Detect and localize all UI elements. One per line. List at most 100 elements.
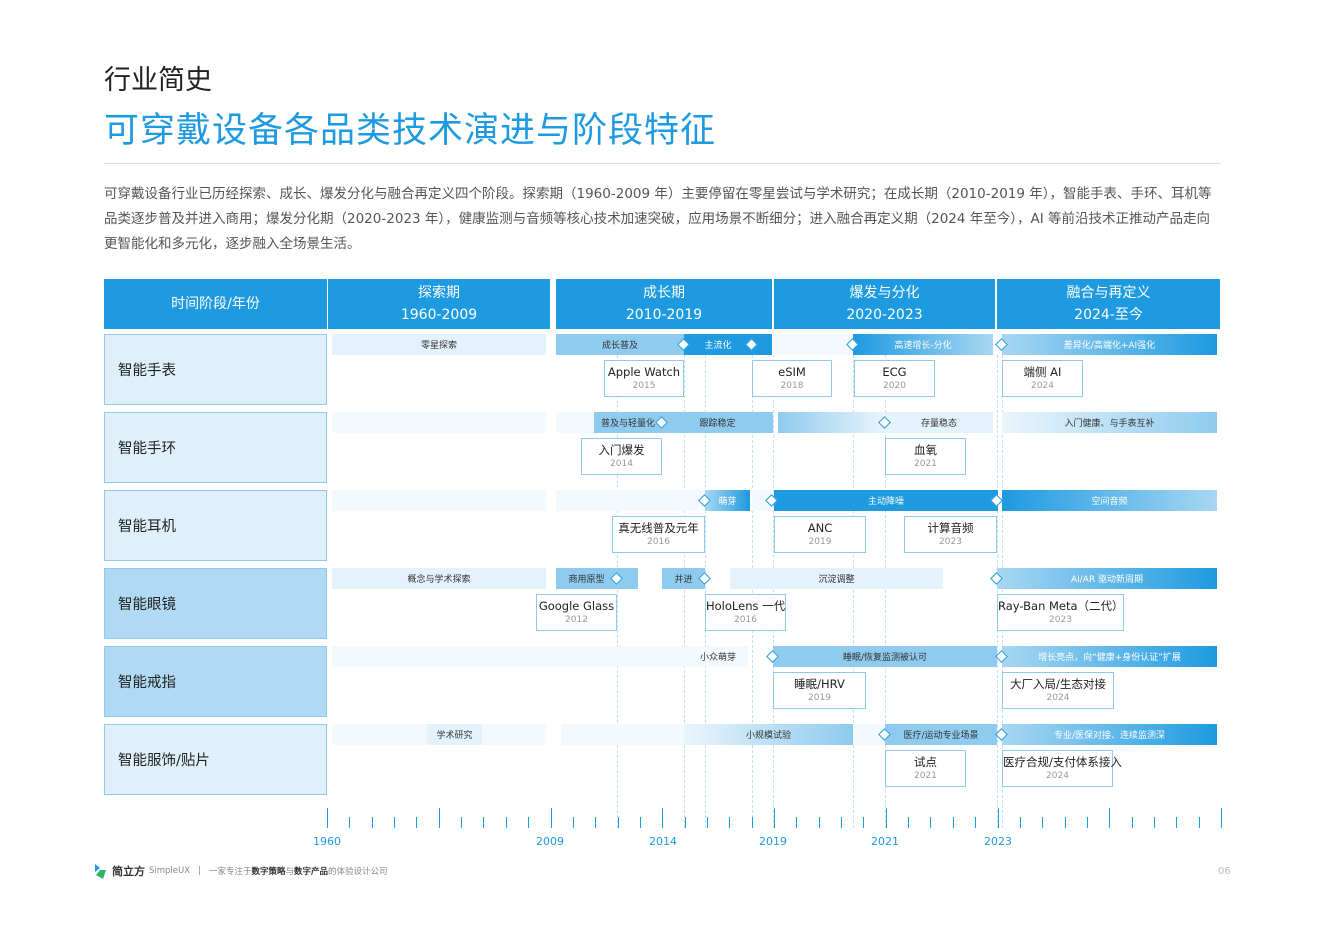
milestone-year: 2015 (632, 381, 656, 391)
row-label: 智能手环 (104, 412, 327, 483)
stage-bar: 睡眠/恢复监测被认可 (773, 646, 997, 667)
stage-bar: 存量稳态 (885, 412, 993, 433)
stage-bar: 差异化/高端化+AI强化 (1002, 334, 1217, 355)
guide-line (684, 355, 685, 828)
milestone-title: Apple Watch (607, 365, 681, 379)
guide-line (853, 355, 854, 828)
phase-header: 爆发与分化 2020-2023 (774, 279, 995, 329)
stage-bar: 空间音频 (1002, 490, 1217, 511)
stage-bar: 学术研究 (427, 724, 482, 745)
axis-tick (930, 817, 932, 828)
axis-tick (885, 808, 887, 828)
milestone-year: 2020 (883, 381, 906, 391)
milestone-title: 试点 (914, 755, 937, 769)
milestone-title: HoloLens 一代 (706, 599, 786, 613)
axis-tick (1019, 817, 1021, 828)
milestone-card: 试点 2021 (885, 750, 966, 787)
stage-bar: 零星探索 (332, 334, 546, 355)
row-label: 智能服饰/贴片 (104, 724, 327, 795)
axis-tick (639, 817, 641, 828)
phase-name: 探索期 (418, 285, 460, 301)
milestone-card: Google Glass 2012 (536, 594, 617, 631)
phase-name: 融合与再定义 (1066, 285, 1151, 301)
phase-years: 2010-2019 (625, 307, 703, 323)
axis-tick (952, 817, 954, 828)
guide-line (997, 355, 998, 828)
axis-tick (751, 817, 753, 828)
stage-bar: 成长普及 (556, 334, 684, 355)
milestone-card: Apple Watch 2015 (604, 360, 684, 397)
axis-tick (1153, 817, 1155, 828)
stage-bar (774, 334, 853, 355)
guide-line (752, 355, 753, 828)
stage-bar: 商用原型 (556, 568, 617, 589)
phase-header: 融合与再定义 2024-至今 (997, 279, 1220, 329)
axis-label: 2019 (759, 835, 787, 848)
stage-bar: 入门健康、与手表互补 (1002, 412, 1217, 433)
row-label: 智能戒指 (104, 646, 327, 717)
stage-bar: 萌芽 (705, 490, 750, 511)
axis-tick (706, 817, 708, 828)
axis-tick (774, 808, 775, 828)
milestone-year: 2012 (565, 615, 588, 625)
milestone-year: 2024 (1046, 693, 1070, 703)
guide-line (705, 355, 706, 828)
axis-tick (1042, 817, 1044, 828)
stage-bar: 增长亮点，向“健康+身份认证”扩展 (1002, 646, 1217, 667)
milestone-year: 2023 (939, 537, 962, 547)
page-number: 06 (1218, 866, 1231, 877)
axis-tick (438, 808, 440, 828)
axis-label: 2014 (649, 835, 677, 848)
row-label: 智能耳机 (104, 490, 327, 561)
stage-bar: 高速增长-分化 (853, 334, 993, 355)
axis-tick (1198, 817, 1200, 828)
brand-en: SimpleUX (149, 866, 191, 876)
milestone-title: Google Glass (538, 599, 615, 613)
stage-bar (561, 724, 684, 745)
stage-bar: 跟踪稳定 (662, 412, 773, 433)
row-label: 智能手表 (104, 334, 327, 405)
axis-tick (461, 817, 463, 828)
axis-tick (841, 817, 843, 828)
stage-bar: 主动降噪 (774, 490, 998, 511)
phase-header: 探索期 1960-2009 (328, 279, 550, 329)
stage-bar (752, 490, 772, 511)
axis-label: 2021 (871, 835, 899, 848)
stage-bar (617, 568, 638, 589)
milestone-card: 入门爆发 2014 (581, 438, 662, 475)
milestone-card: 大厂入局/生态对接 2024 (1002, 672, 1114, 709)
guide-line (885, 355, 886, 828)
stage-bar: 概念与学术探索 (332, 568, 546, 589)
stage-bar: 小众萌芽 (332, 646, 748, 667)
stage-bar (853, 724, 885, 745)
axis-tick (483, 817, 485, 828)
brand-name: 简立方 (112, 865, 145, 878)
stage-bar: 主流化 (684, 334, 752, 355)
phase-years: 1960-2009 (400, 307, 478, 323)
axis-tick (729, 817, 731, 828)
axis-tick (550, 808, 552, 828)
divider (104, 163, 1221, 164)
guide-line (617, 355, 618, 828)
axis-tick (349, 817, 351, 828)
milestone-card: 医疗合规/支付体系接入 2024 (1002, 750, 1122, 787)
milestone-year: 2019 (808, 537, 832, 547)
milestone-title: ECG (882, 365, 907, 379)
milestone-card: HoloLens 一代 2016 (705, 594, 786, 631)
footer: 简立方 SimpleUX | 一家专注于数字策略与数字产品的体验设计公司 (92, 862, 388, 880)
axis-tick (617, 817, 619, 828)
axis-tick (1176, 817, 1178, 828)
milestone-year: 2021 (914, 771, 937, 781)
milestone-title: 医疗合规/支付体系接入 (1003, 755, 1122, 769)
header-corner: 时间阶段/年份 (104, 279, 327, 329)
milestone-card: ECG 2020 (854, 360, 935, 397)
axis-tick (572, 817, 574, 828)
milestone-title: eSIM (778, 365, 806, 379)
axis-tick (1131, 817, 1133, 828)
axis-tick (908, 817, 910, 828)
axis-tick (416, 817, 418, 828)
axis-tick (684, 817, 686, 828)
guide-line (1002, 355, 1003, 828)
milestone-card: 真无线普及元年 2016 (612, 516, 705, 553)
axis-tick (1086, 817, 1088, 828)
